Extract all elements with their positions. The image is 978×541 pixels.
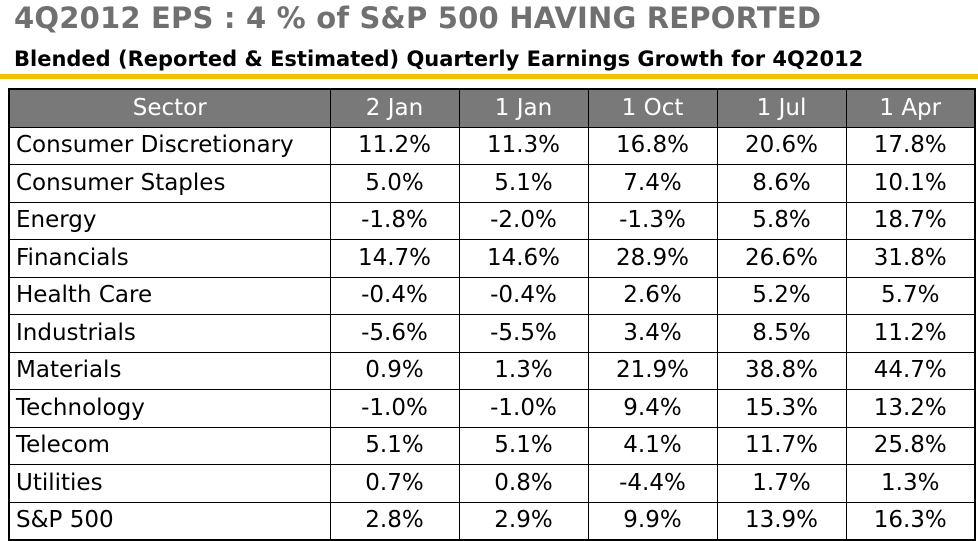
growth-value-cell: -5.6%: [329, 314, 460, 353]
growth-value-cell: 0.7%: [329, 464, 460, 503]
column-header-1-jan: 1 Jan: [458, 88, 589, 128]
growth-value-cell: 4.1%: [587, 426, 718, 465]
table-row: Telecom 5.1% 5.1% 4.1% 11.7% 25.8%: [8, 426, 976, 465]
sector-name-cell: Consumer Staples: [8, 164, 331, 203]
column-header-sector: Sector: [8, 88, 331, 128]
growth-value-cell: 5.1%: [458, 164, 589, 203]
growth-value-cell: 5.8%: [716, 201, 847, 240]
sector-name-cell: Materials: [8, 351, 331, 390]
sector-name-cell: Financials: [8, 239, 331, 278]
growth-value-cell: 1.3%: [845, 464, 976, 503]
growth-value-cell: -1.3%: [587, 201, 718, 240]
earnings-growth-table: Sector 2 Jan 1 Jan 1 Oct 1 Jul 1 Apr Consumer…: [8, 88, 976, 541]
table-subtitle: Blended (Reported & Estimated) Quarterly…: [14, 47, 864, 71]
growth-value-cell: 11.3%: [458, 126, 589, 165]
growth-value-cell: 31.8%: [845, 239, 976, 278]
table-row: Consumer Discretionary 11.2% 11.3% 16.8% 20.…: [8, 126, 976, 165]
table-row: Industrials -5.6% -5.5% 3.4% 8.5% 11.2%: [8, 314, 976, 353]
column-header-1-jul: 1 Jul: [716, 88, 847, 128]
table-row: Utilities 0.7% 0.8% -4.4% 1.7% 1.3%: [8, 464, 976, 503]
growth-value-cell: -1.8%: [329, 201, 460, 240]
sector-name-cell: Consumer Discretionary: [8, 126, 331, 165]
growth-value-cell: 3.4%: [587, 314, 718, 353]
growth-value-cell: 28.9%: [587, 239, 718, 278]
sector-name-cell: Technology: [8, 389, 331, 428]
growth-value-cell: 18.7%: [845, 201, 976, 240]
table-row: Energy -1.8% -2.0% -1.3% 5.8% 18.7%: [8, 201, 976, 240]
growth-value-cell: 0.9%: [329, 351, 460, 390]
growth-value-cell: 0.8%: [458, 464, 589, 503]
growth-value-cell: 26.6%: [716, 239, 847, 278]
sector-name-cell: Telecom: [8, 426, 331, 465]
growth-value-cell: 13.9%: [716, 501, 847, 541]
growth-value-cell: -0.4%: [458, 276, 589, 315]
sector-name-cell: Industrials: [8, 314, 331, 353]
table-row: Financials 14.7% 14.6% 28.9% 26.6% 31.8%: [8, 239, 976, 278]
growth-value-cell: 7.4%: [587, 164, 718, 203]
growth-value-cell: 11.2%: [845, 314, 976, 353]
column-header-1-apr: 1 Apr: [845, 88, 976, 128]
column-header-1-oct: 1 Oct: [587, 88, 718, 128]
growth-value-cell: 11.7%: [716, 426, 847, 465]
title-underline-rule: [0, 74, 978, 79]
growth-value-cell: 5.7%: [845, 276, 976, 315]
table-row: Technology -1.0% -1.0% 9.4% 15.3% 13.2%: [8, 389, 976, 428]
growth-value-cell: 8.6%: [716, 164, 847, 203]
growth-value-cell: 17.8%: [845, 126, 976, 165]
growth-value-cell: 14.6%: [458, 239, 589, 278]
growth-value-cell: -1.0%: [458, 389, 589, 428]
growth-value-cell: -0.4%: [329, 276, 460, 315]
sector-name-cell: S&P 500: [8, 501, 331, 541]
growth-value-cell: 38.8%: [716, 351, 847, 390]
growth-value-cell: 5.0%: [329, 164, 460, 203]
growth-value-cell: 2.8%: [329, 501, 460, 541]
table-header-row: Sector 2 Jan 1 Jan 1 Oct 1 Jul 1 Apr: [8, 88, 976, 128]
table-row: Materials 0.9% 1.3% 21.9% 38.8% 44.7%: [8, 351, 976, 390]
growth-value-cell: 15.3%: [716, 389, 847, 428]
sector-name-cell: Health Care: [8, 276, 331, 315]
page-title: 4Q2012 EPS : 4 % of S&P 500 HAVING REPOR…: [14, 1, 822, 35]
sector-name-cell: Utilities: [8, 464, 331, 503]
growth-value-cell: -4.4%: [587, 464, 718, 503]
growth-value-cell: 20.6%: [716, 126, 847, 165]
column-header-2-jan: 2 Jan: [329, 88, 460, 128]
growth-value-cell: 10.1%: [845, 164, 976, 203]
table-row: Health Care -0.4% -0.4% 2.6% 5.2% 5.7%: [8, 276, 976, 315]
table-body: Consumer Discretionary 11.2% 11.3% 16.8% 20.…: [8, 126, 976, 541]
growth-value-cell: 16.3%: [845, 501, 976, 541]
sector-name-cell: Energy: [8, 201, 331, 240]
table-row: Consumer Staples 5.0% 5.1% 7.4% 8.6% 10.1%: [8, 164, 976, 203]
growth-value-cell: 1.7%: [716, 464, 847, 503]
growth-value-cell: 8.5%: [716, 314, 847, 353]
growth-value-cell: -5.5%: [458, 314, 589, 353]
growth-value-cell: -2.0%: [458, 201, 589, 240]
growth-value-cell: -1.0%: [329, 389, 460, 428]
growth-value-cell: 44.7%: [845, 351, 976, 390]
growth-value-cell: 13.2%: [845, 389, 976, 428]
growth-value-cell: 9.4%: [587, 389, 718, 428]
growth-value-cell: 1.3%: [458, 351, 589, 390]
growth-value-cell: 21.9%: [587, 351, 718, 390]
growth-value-cell: 5.1%: [458, 426, 589, 465]
growth-value-cell: 25.8%: [845, 426, 976, 465]
growth-value-cell: 14.7%: [329, 239, 460, 278]
growth-value-cell: 11.2%: [329, 126, 460, 165]
growth-value-cell: 5.2%: [716, 276, 847, 315]
growth-value-cell: 5.1%: [329, 426, 460, 465]
growth-value-cell: 2.9%: [458, 501, 589, 541]
table-row: S&P 500 2.8% 2.9% 9.9% 13.9% 16.3%: [8, 501, 976, 541]
growth-value-cell: 9.9%: [587, 501, 718, 541]
growth-value-cell: 16.8%: [587, 126, 718, 165]
growth-value-cell: 2.6%: [587, 276, 718, 315]
